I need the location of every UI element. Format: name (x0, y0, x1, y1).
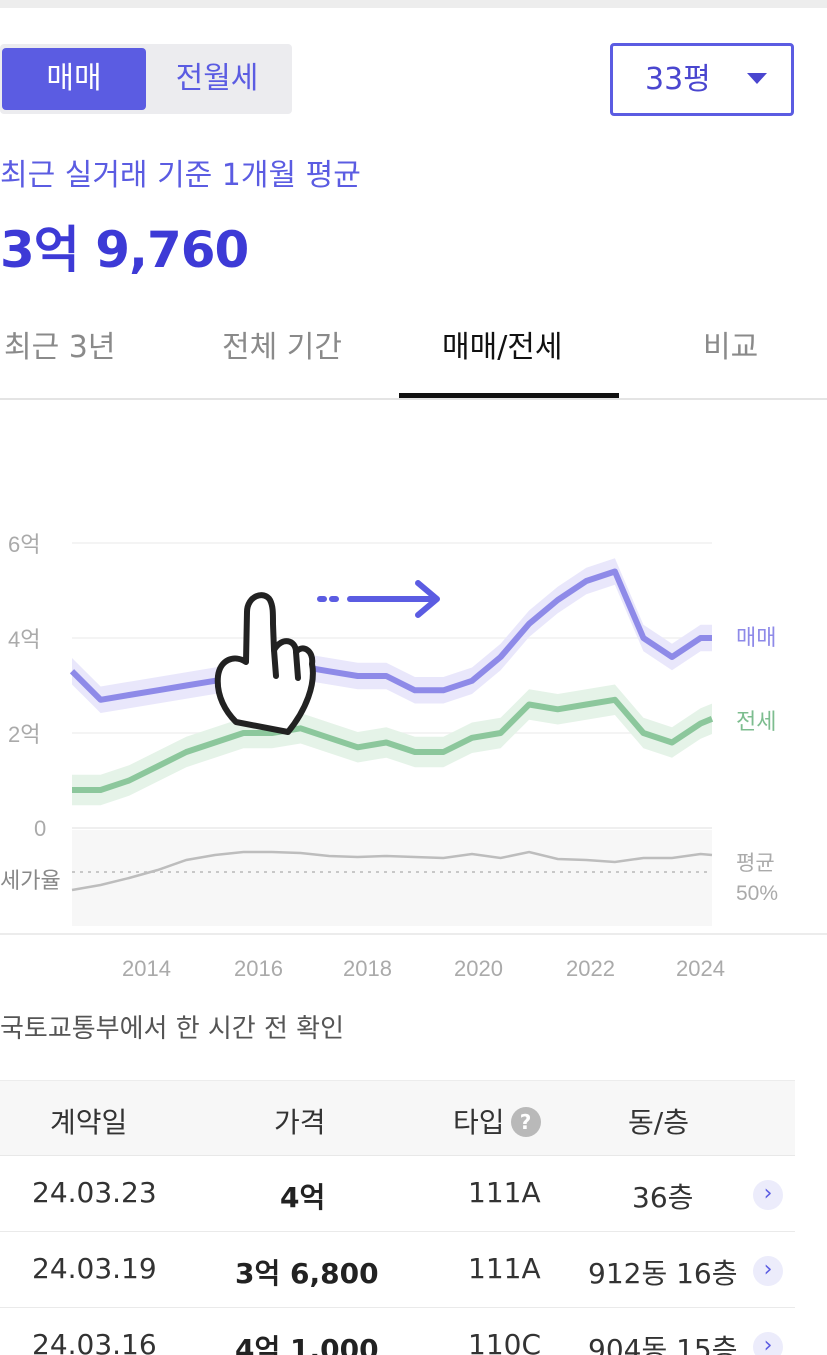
table-header: 계약일 가격 타입? 동/층 (0, 1080, 795, 1156)
price-chart[interactable]: 6억 4억 2억 0 세가율 매매 전세 평균 50% 2014 2016 20… (0, 470, 827, 990)
tab-recent-3y[interactable]: 최근 3년 (4, 330, 116, 365)
active-tab-indicator (399, 393, 619, 398)
header-unit: 동/층 (628, 1106, 689, 1139)
row-type: 111A (468, 1176, 541, 1209)
y-tick-label: 4억 (8, 627, 40, 652)
row-unit: 904동 15층 (588, 1333, 738, 1355)
tab-sale-jeonse[interactable]: 매매/전세 (442, 330, 563, 365)
chevron-right-icon[interactable]: › (753, 1180, 783, 1210)
table-row[interactable]: 24.03.16 4억 1,000 110C 904동 15층 › (0, 1308, 795, 1355)
source-note: 국토교통부에서 한 시간 전 확인 (0, 1014, 345, 1044)
y-tick-label: 0 (34, 816, 46, 841)
x-tick-label: 2020 (454, 956, 503, 981)
ratio-label: 세가율 (0, 868, 61, 893)
pointing-hand-icon (214, 592, 316, 735)
chevron-right-icon[interactable]: › (753, 1332, 783, 1355)
row-type: 110C (468, 1328, 541, 1355)
row-date: 24.03.16 (32, 1328, 157, 1355)
average-price-label: 최근 실거래 기준 1개월 평균 (0, 158, 361, 193)
period-tabs: 최근 3년 전체 기간 매매/전세 비교 (0, 300, 827, 400)
sale-toggle-button[interactable]: 매매 (2, 48, 146, 110)
header-type-label: 타입 (453, 1106, 505, 1139)
y-tick-label: 2억 (8, 722, 40, 747)
tab-compare[interactable]: 비교 (703, 330, 759, 365)
size-dropdown-value: 33평 (645, 62, 711, 97)
x-tick-label: 2018 (343, 956, 392, 981)
ratio-average-label: 평균 (736, 852, 775, 875)
average-price-value: 3억 9,760 (0, 221, 249, 279)
row-unit: 36층 (632, 1181, 694, 1214)
row-type: 111A (468, 1252, 541, 1285)
table-row[interactable]: 24.03.19 3억 6,800 111A 912동 16층 › (0, 1232, 795, 1308)
table-row[interactable]: 24.03.23 4억 111A 36층 › (0, 1156, 795, 1232)
ratio-panel (72, 830, 712, 926)
jeonse-series-label: 전세 (736, 709, 776, 734)
ratio-series-line (71, 850, 713, 892)
x-tick-label: 2022 (566, 956, 615, 981)
row-unit: 912동 16층 (588, 1257, 738, 1290)
swipe-arrow-icon (317, 580, 440, 618)
row-date: 24.03.19 (32, 1252, 157, 1285)
x-tick-label: 2016 (234, 956, 283, 981)
help-icon[interactable]: ? (510, 1107, 541, 1137)
caret-down-icon (747, 73, 767, 84)
x-tick-label: 2014 (122, 956, 171, 981)
sale-series-label: 매매 (736, 625, 776, 650)
header-price: 가격 (274, 1106, 326, 1139)
top-divider (0, 0, 827, 8)
row-price: 4억 (280, 1181, 326, 1214)
jeonse-series-line (72, 696, 714, 793)
ratio-average-value: 50% (736, 882, 778, 905)
header-type: 타입? (453, 1101, 541, 1141)
sale-series-line (69, 568, 712, 703)
row-price: 3억 6,800 (235, 1257, 379, 1290)
deal-type-toggle: 매매 전월세 (0, 44, 292, 114)
header-date: 계약일 (50, 1106, 128, 1139)
lease-toggle-button[interactable]: 전월세 (175, 61, 259, 96)
deals-table: 계약일 가격 타입? 동/층 24.03.23 4억 111A 36층 › 24… (0, 1080, 795, 1355)
row-price: 4억 1,000 (235, 1333, 379, 1355)
y-tick-label: 6억 (8, 532, 40, 557)
tab-all-period[interactable]: 전체 기간 (222, 330, 342, 365)
row-date: 24.03.23 (32, 1176, 157, 1209)
x-tick-label: 2024 (676, 956, 725, 981)
size-dropdown[interactable]: 33평 (610, 43, 794, 116)
chevron-right-icon[interactable]: › (753, 1256, 783, 1286)
